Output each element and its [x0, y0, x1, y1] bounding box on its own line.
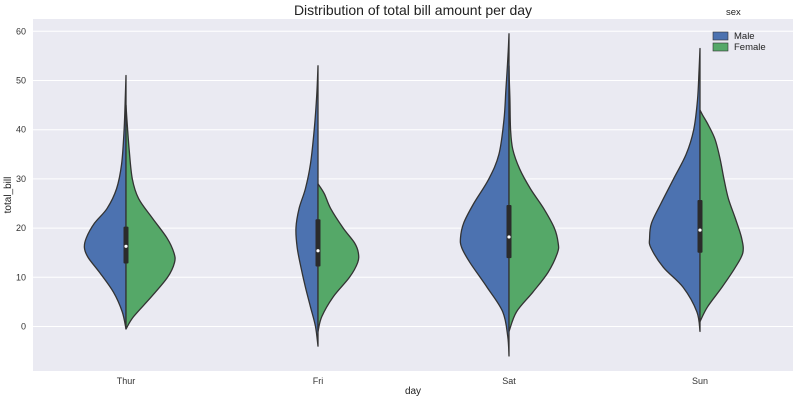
violin-female-thur	[125, 104, 176, 330]
violin-male-thur	[83, 74, 127, 330]
box-markers	[123, 200, 703, 267]
median-thur	[124, 244, 128, 248]
legend-label-female: Female	[734, 42, 766, 53]
violin-male-sun	[648, 47, 701, 333]
y-axis-label: total_bill	[3, 177, 14, 214]
legend-label-male: Male	[734, 31, 755, 42]
y-tick-label: 60	[16, 26, 26, 36]
violins	[83, 33, 744, 357]
legend-title: sex	[726, 7, 741, 18]
y-tick-label: 30	[16, 174, 26, 184]
x-axis-label: day	[405, 386, 421, 397]
median-sat	[507, 235, 511, 239]
y-tick-label: 0	[21, 322, 26, 332]
y-tick-label: 10	[16, 272, 26, 282]
box-sun	[697, 200, 703, 253]
violin-male-sat	[459, 33, 510, 357]
legend-swatch-male	[712, 31, 729, 41]
box-sat	[506, 204, 512, 259]
y-tick-label: 20	[16, 223, 26, 233]
median-sun	[698, 228, 702, 232]
violin-male-fri	[295, 65, 319, 347]
y-tick-label: 40	[16, 125, 26, 135]
violin-female-sun	[699, 109, 744, 323]
box-fri	[315, 219, 321, 267]
legend-swatch-female	[712, 42, 729, 52]
y-axis-ticks: 0 10 20 30 40 50 60	[16, 26, 26, 331]
chart-title: Distribution of total bill amount per da…	[294, 2, 532, 18]
x-tick-label: Sun	[692, 376, 708, 386]
x-tick-label: Sat	[502, 376, 516, 386]
median-fri	[316, 249, 320, 253]
violin-female-fri	[317, 183, 360, 333]
x-tick-label: Fri	[313, 376, 324, 386]
x-axis-ticks: Thur Fri Sat Sun	[117, 376, 708, 386]
violin-female-sat	[508, 65, 560, 333]
x-tick-label: Thur	[117, 376, 136, 386]
y-tick-label: 50	[16, 76, 26, 86]
legend: sex Male Female	[712, 7, 766, 53]
